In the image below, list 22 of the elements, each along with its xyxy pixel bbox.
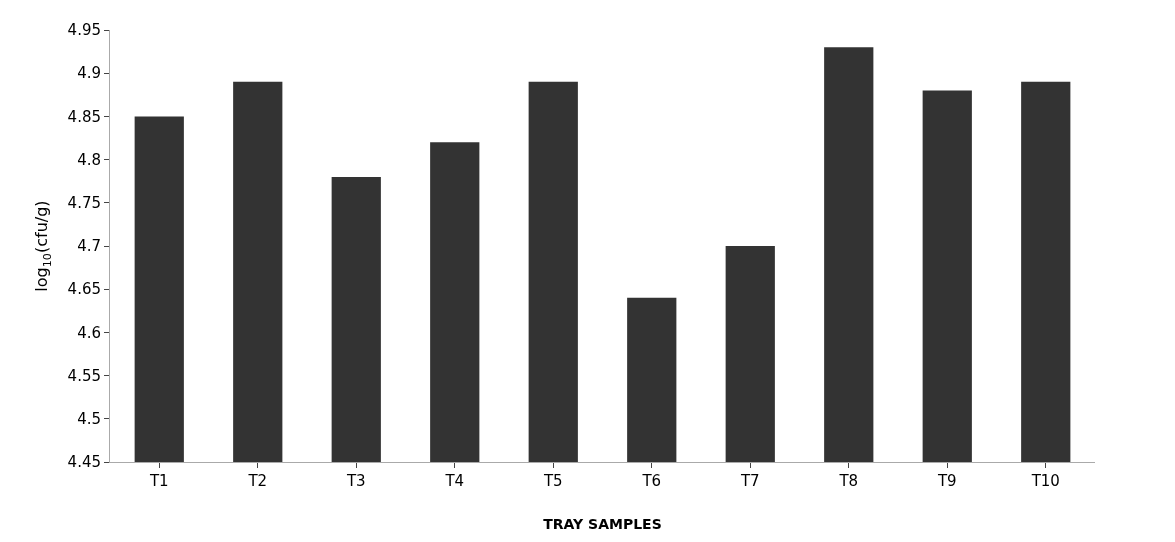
x-tick-label: T4 — [444, 472, 465, 490]
y-tick-label: 4.45 — [67, 453, 101, 472]
y-tick-label: 4.85 — [67, 107, 101, 126]
y-tick-label: 4.55 — [67, 366, 101, 385]
x-tick-label: T7 — [739, 472, 760, 490]
x-tick-label: T3 — [345, 472, 366, 490]
x-tick-label: T6 — [641, 472, 662, 490]
x-tick-label: T2 — [247, 472, 268, 490]
y-tick-label: 4.7 — [77, 237, 101, 256]
y-tick-label: 4.95 — [67, 21, 101, 40]
x-tick-label: T1 — [148, 472, 169, 490]
x-tick-label: T5 — [542, 472, 563, 490]
x-tick-label: T9 — [936, 472, 957, 490]
x-tick-label: T10 — [1030, 472, 1060, 490]
y-tick-label: 4.9 — [77, 64, 101, 83]
y-tick-label: 4.65 — [67, 280, 101, 299]
x-axis-title: TRAY SAMPLES — [543, 516, 662, 533]
x-tick-label: T8 — [838, 472, 859, 490]
y-tick-label: 4.8 — [77, 150, 101, 169]
y-tick-label: 4.6 — [77, 323, 101, 342]
y-tick-label: 4.75 — [67, 194, 101, 213]
y-tick-label: 4.5 — [77, 410, 101, 429]
